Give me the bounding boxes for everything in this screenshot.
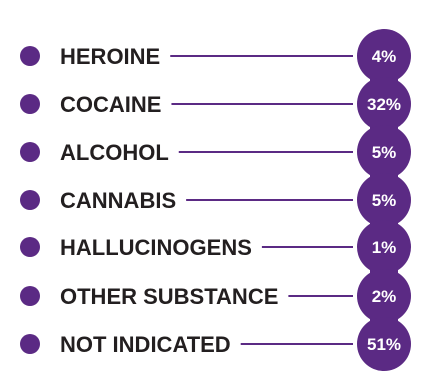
value-circle [357, 173, 411, 227]
chart-row: HEROINE 4% [20, 29, 411, 83]
value-label: 1% [372, 238, 397, 257]
chart-row: OTHER SUBSTANCE 2% [20, 269, 411, 323]
bullet-dot [20, 46, 40, 66]
chart-row: ALCOHOL 5% [20, 125, 411, 179]
value-label: 32% [367, 95, 401, 114]
value-circle [357, 29, 411, 83]
bullet-dot [20, 190, 40, 210]
value-label: 5% [372, 143, 397, 162]
chart-row: NOT INDICATED 51% [20, 317, 411, 371]
value-label: 5% [372, 191, 397, 210]
category-label: COCAINE [60, 92, 161, 117]
bullet-dot [20, 94, 40, 114]
category-label: NOT INDICATED [60, 332, 231, 357]
bullet-dot [20, 142, 40, 162]
value-label: 51% [367, 335, 401, 354]
chart-row: COCAINE 32% [20, 77, 411, 131]
value-circle [357, 317, 411, 371]
chart-row: HALLUCINOGENS 1% [20, 220, 411, 274]
category-label: HEROINE [60, 44, 160, 69]
value-circle [357, 220, 411, 274]
value-label: 4% [372, 47, 397, 66]
bullet-dot [20, 237, 40, 257]
value-circle [357, 269, 411, 323]
category-label: ALCOHOL [60, 140, 169, 165]
category-label: OTHER SUBSTANCE [60, 284, 278, 309]
chart-row: CANNABIS 5% [20, 173, 411, 227]
value-label: 2% [372, 287, 397, 306]
category-label: CANNABIS [60, 188, 176, 213]
category-label: HALLUCINOGENS [60, 235, 252, 260]
bullet-dot [20, 286, 40, 306]
value-circle [357, 77, 411, 131]
bullet-dot [20, 334, 40, 354]
value-circle [357, 125, 411, 179]
